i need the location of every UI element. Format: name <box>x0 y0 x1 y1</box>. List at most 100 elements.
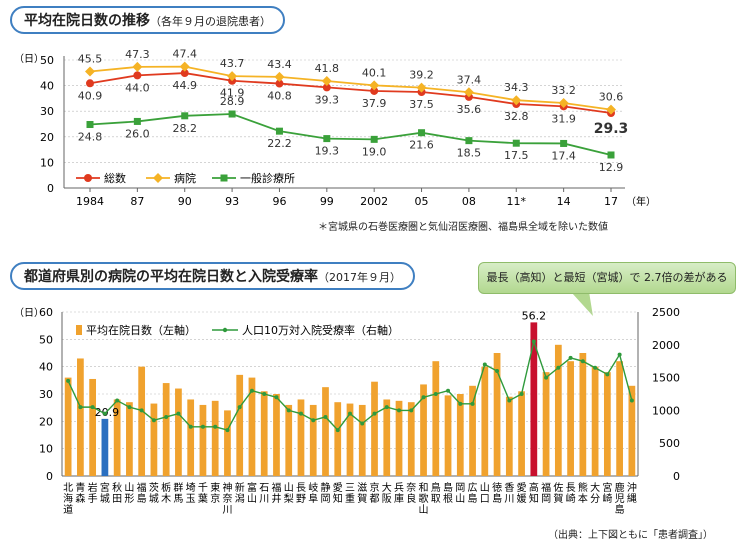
pref-label-宮崎: 宮 <box>602 481 612 494</box>
bottom-right-tick-label: 2000 <box>652 339 680 352</box>
top-point-hospital <box>227 71 238 82</box>
rate-point-福島 <box>139 408 144 413</box>
bottom-right-tick-label: 1500 <box>652 372 680 385</box>
top-data-label: 17.5 <box>504 149 529 162</box>
pref-label-群馬: 群 <box>173 481 183 494</box>
top-data-label: 33.2 <box>551 84 576 97</box>
top-data-label: 35.6 <box>457 103 482 116</box>
pref-label-北海道: 海 <box>63 492 73 505</box>
bottom-right-tick-label: 2500 <box>652 306 680 319</box>
pref-label-青森: 森 <box>75 492 85 505</box>
pref-label-山形: 形 <box>124 493 134 505</box>
bar-鹿児島 <box>616 361 623 476</box>
bar-青森 <box>77 358 84 476</box>
pref-label-福井: 井 <box>271 492 281 505</box>
pref-label-長崎: 長 <box>566 482 576 494</box>
rate-point-宮城 <box>102 411 107 416</box>
pref-label-宮城: 宮 <box>100 481 110 494</box>
rate-point-岩手 <box>90 405 95 410</box>
top-data-label: 40.1 <box>362 66 387 79</box>
pref-label-長野: 野 <box>296 493 306 505</box>
rate-point-静岡 <box>323 414 328 419</box>
top-point-clinic <box>607 151 615 159</box>
rate-point-山形 <box>127 405 132 410</box>
top-x-tick-label: 1984 <box>76 195 104 208</box>
top-legend-label: 一般診療所 <box>240 171 295 185</box>
pref-label-愛媛: 媛 <box>517 492 527 505</box>
pref-label-三重: 三 <box>345 483 355 494</box>
bottom-chart-subtitle: （2017年９月） <box>318 271 401 284</box>
top-x-tick-label: 14 <box>557 195 571 208</box>
top-data-label: 39.2 <box>409 69 434 82</box>
rate-point-兵庫 <box>397 408 402 413</box>
top-point-hospital <box>179 61 190 72</box>
pref-label-東京: 東 <box>210 481 220 494</box>
bar-宮崎 <box>603 372 611 476</box>
pref-label-滋賀: 賀 <box>357 493 367 505</box>
bar-茨城 <box>150 403 158 476</box>
pref-label-熊本: 熊 <box>578 481 588 494</box>
bar-山形 <box>126 402 133 476</box>
top-series-line-3 <box>89 113 612 156</box>
top-x-axis-unit: （年） <box>626 195 656 208</box>
bar-静岡 <box>322 387 329 476</box>
pref-label-埼玉: 埼 <box>186 481 196 494</box>
top-data-label: 26.0 <box>125 127 150 140</box>
rate-point-富山 <box>249 388 254 393</box>
top-x-tick-label: 93 <box>225 195 239 208</box>
top-x-tick-label: 96 <box>272 195 286 208</box>
top-x-tick-label: 17 <box>604 195 618 208</box>
rate-point-福井 <box>274 395 279 400</box>
rate-point-北海道 <box>66 378 71 383</box>
top-data-label: 21.6 <box>409 139 434 152</box>
pref-label-鳥取: 取 <box>431 493 441 505</box>
bar-label-max: 56.2 <box>522 309 547 322</box>
top-data-label: 43.7 <box>220 57 245 70</box>
rate-point-秋田 <box>115 398 120 403</box>
pref-label-岩手: 手 <box>88 492 98 505</box>
top-point-clinic <box>86 121 94 129</box>
pref-label-岐阜: 岐 <box>308 481 318 494</box>
pref-label-三重: 重 <box>345 492 355 505</box>
top-data-label: 41.9 <box>220 87 245 100</box>
top-point-total <box>86 79 94 88</box>
top-data-label: 44.0 <box>125 81 150 94</box>
bar-新潟 <box>236 374 244 476</box>
top-point-hospital <box>85 66 95 77</box>
top-point-total <box>275 79 284 88</box>
top-data-label: 34.3 <box>504 81 529 94</box>
bar-熊本 <box>579 353 587 476</box>
rate-point-群馬 <box>176 411 181 416</box>
pref-label-新潟: 新 <box>235 481 245 494</box>
rate-point-岐阜 <box>311 418 316 423</box>
bar-福島 <box>138 366 146 476</box>
top-data-label: 47.4 <box>172 48 197 61</box>
top-data-label: 37.4 <box>457 73 482 86</box>
top-point-clinic <box>323 135 331 143</box>
bar-大阪 <box>383 399 391 476</box>
top-y-tick-label: 50 <box>40 54 54 67</box>
bar-富山 <box>248 377 256 476</box>
bar-和歌山 <box>420 384 427 476</box>
bottom-right-tick-label: 1000 <box>652 404 680 417</box>
pref-label-大阪: 阪 <box>382 492 392 505</box>
bar-島根 <box>444 395 452 476</box>
rate-point-鹿児島 <box>617 352 622 357</box>
bottom-legend-line-label: 人口10万対入院受療率（右軸） <box>242 323 399 337</box>
bar-北海道 <box>64 377 72 476</box>
pref-label-福島: 島 <box>137 492 147 505</box>
top-chart-title-text: 平均在院日数の推移 <box>24 13 150 29</box>
pref-label-岩手: 岩 <box>88 481 98 494</box>
bar-栃木 <box>162 383 170 476</box>
bar-岡山 <box>456 394 464 476</box>
top-x-tick-label: 08 <box>462 195 476 208</box>
top-point-clinic <box>465 137 473 145</box>
bar-高知 <box>530 322 538 476</box>
rate-point-奈良 <box>409 408 414 413</box>
top-data-label: 39.3 <box>315 93 340 106</box>
rate-point-埼玉 <box>188 424 193 429</box>
rate-point-広島 <box>470 401 475 406</box>
rate-point-愛媛 <box>519 392 524 396</box>
bar-愛媛 <box>518 391 525 476</box>
